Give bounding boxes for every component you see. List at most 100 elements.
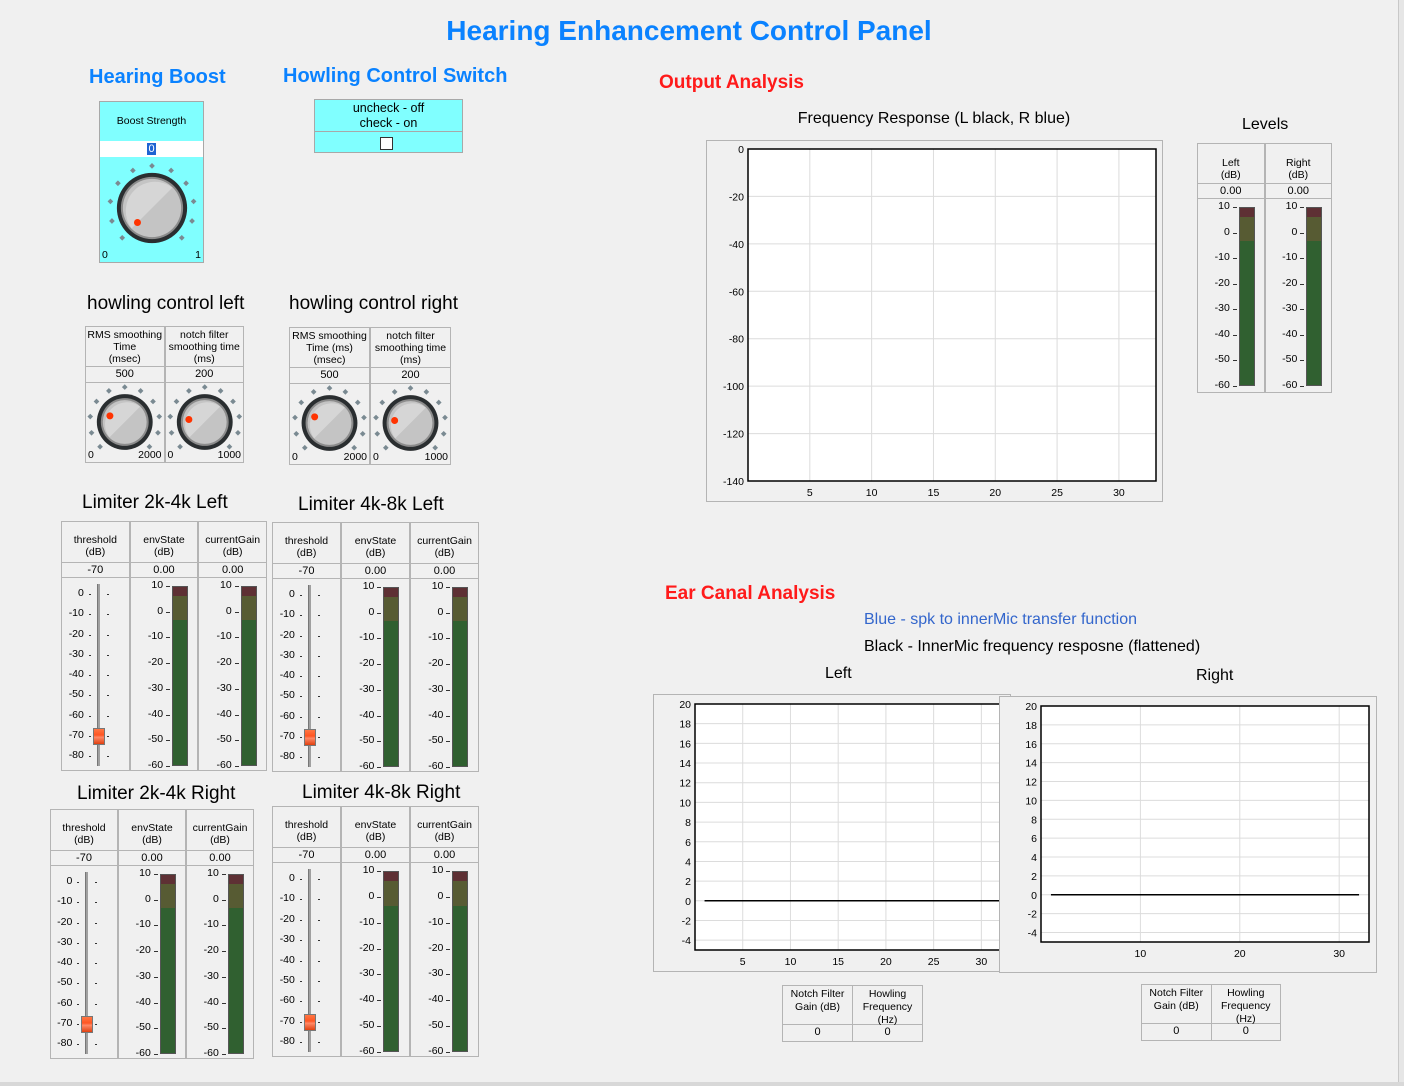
smoothing-knob[interactable] <box>290 385 369 462</box>
slider-scale-label: -10 <box>68 607 84 620</box>
boost-strength-knob[interactable] <box>102 160 202 252</box>
y-tick-label: 0 <box>1031 890 1037 902</box>
control-value[interactable]: 200 <box>165 367 243 383</box>
limiter-title: Limiter 4k-8k Left <box>298 494 444 515</box>
meter-tick-mark <box>166 688 171 690</box>
y-tick-label: -2 <box>1028 909 1037 921</box>
meter-scale-label: -60 <box>135 1047 151 1059</box>
knob-tick-dot <box>106 388 112 394</box>
meter-yellow-zone <box>453 597 468 622</box>
meter-scale-label: -50 <box>135 1021 151 1034</box>
slider-scale-label: -50 <box>68 688 84 701</box>
slider-tick-mark <box>317 1001 320 1003</box>
slider-track[interactable] <box>96 584 100 766</box>
meter-tick-mark <box>377 767 382 768</box>
slider-track[interactable] <box>307 869 311 1052</box>
x-tick-label: 20 <box>1234 948 1246 960</box>
meter-scale-label: -60 <box>428 760 444 772</box>
smoothing-knob[interactable] <box>86 384 164 461</box>
howling-switch-checkbox[interactable] <box>380 137 393 150</box>
control-label: notch filter smoothing time (ms) <box>165 327 243 367</box>
knob-indicator <box>311 413 319 421</box>
chart-svg: 5 10 15 20 25 30 0 -20 -40 -60 -80 -100 -120 -140 <box>723 144 1157 499</box>
column-value[interactable]: -70 <box>62 563 129 578</box>
meter-scale-label: -30 <box>203 969 219 982</box>
slider-tick-mark <box>88 594 91 595</box>
meter-yellow-zone <box>173 596 188 621</box>
slider-tick-mark <box>88 715 91 717</box>
slider-track[interactable] <box>307 585 311 767</box>
meter-yellow-zone <box>384 881 399 906</box>
meter-scale-label: -20 <box>428 657 444 670</box>
level-meter-bar <box>1306 207 1323 386</box>
slider-tick-mark <box>95 1003 98 1005</box>
slider-tick-mark <box>77 902 80 904</box>
meter-tick-mark <box>234 766 239 767</box>
meter-tick-mark <box>221 899 226 901</box>
meter-tick-mark <box>234 688 239 690</box>
threshold-column: threshold (dB) -70 0 -10 -20 -30 -40 -50 -60 -70-… <box>61 521 130 771</box>
threshold-column: threshold (dB) -70 0 -10 -20 -30 -40 -50 -60 -70-… <box>272 806 341 1057</box>
control-value[interactable]: 200 <box>371 368 450 384</box>
threshold-slider-thumb[interactable] <box>81 1015 94 1033</box>
column-value[interactable]: -70 <box>273 848 340 863</box>
meter-scale-label: -20 <box>1214 276 1230 289</box>
smoothing-knob[interactable] <box>166 384 244 461</box>
slider-tick-mark <box>299 960 302 962</box>
threshold-slider-thumb[interactable] <box>303 1013 316 1031</box>
slider-track[interactable] <box>85 872 89 1054</box>
control-value[interactable]: 500 <box>290 368 369 384</box>
howling-frequency-column: Howling Frequency (Hz) 0 <box>1211 985 1280 1040</box>
knob-tick-dot <box>234 429 241 436</box>
limiter-2k-4k-left: threshold (dB) -70 0 -10 -20 -30 -40 -50 -60 -70-… <box>61 521 267 771</box>
slider-tick-mark <box>95 963 98 964</box>
slider-tick-mark <box>88 654 91 656</box>
smoothing-knob[interactable] <box>371 385 450 462</box>
meter-scale-label: -10 <box>216 630 232 643</box>
knob-dial[interactable] <box>371 385 450 457</box>
meter-tick-mark <box>446 974 451 976</box>
meter-scale-label: 10 <box>151 579 164 591</box>
knob-max-label: 1000 <box>424 451 448 463</box>
y-tick-label: -40 <box>729 239 744 251</box>
level-meter-bar <box>159 874 176 1054</box>
column-label: envState (dB) <box>130 522 198 563</box>
y-tick-label: 16 <box>1025 739 1037 751</box>
meter-scale-label: -60 <box>1214 379 1230 391</box>
knob-dial[interactable] <box>166 384 244 456</box>
control-label: RMS smoothing Time (msec) <box>86 327 164 367</box>
page-title: Hearing Enhancement Control Panel <box>446 15 932 46</box>
limiter-2k-4k-right: threshold (dB) -70 0 -10 -20 -30 -40 -50 -60 -70-… <box>50 809 254 1059</box>
meter-scale-label: -10 <box>1282 251 1298 264</box>
column-value[interactable]: -70 <box>273 564 340 579</box>
column-label: currentGain (dB) <box>411 523 478 564</box>
knob-tick-dot <box>121 384 128 390</box>
threshold-slider-thumb[interactable] <box>92 727 105 745</box>
knob-dial[interactable] <box>86 384 164 456</box>
boost-strength-input[interactable]: 0 <box>100 141 203 157</box>
knob-tick-dot <box>189 218 195 224</box>
meter-tick-mark <box>446 741 451 743</box>
level-value: 0.00 <box>1265 184 1331 199</box>
y-tick-label: 14 <box>679 758 691 770</box>
y-tick-label: 18 <box>1025 720 1037 732</box>
knob-dial[interactable] <box>102 160 202 252</box>
boost-strength-value: 0 <box>147 143 156 155</box>
knob-tick-dot <box>440 430 447 437</box>
knob-tick-dot <box>149 163 155 169</box>
y-tick-label: 12 <box>1025 777 1037 789</box>
slider-tick-mark <box>317 879 320 880</box>
ear-left-title: Left <box>825 665 852 682</box>
current-gain-column: currentGain (dB) 0.00 10 0 -10 -20 -30 -40 -50 -6… <box>186 809 254 1059</box>
notch-gain-value: 0 <box>1173 1025 1180 1037</box>
knob-dial[interactable] <box>290 385 369 457</box>
y-tick-label: 6 <box>1031 833 1037 845</box>
level-meter-bar <box>452 871 469 1052</box>
column-value[interactable]: -70 <box>51 851 117 866</box>
threshold-slider-thumb[interactable] <box>303 728 316 746</box>
control-value[interactable]: 500 <box>86 367 164 383</box>
meter-scale-label: 0 <box>212 892 219 905</box>
slider-scale-label: -60 <box>57 996 73 1009</box>
knob-min-label: 0 <box>292 451 298 463</box>
meter-tick-mark <box>377 638 382 640</box>
